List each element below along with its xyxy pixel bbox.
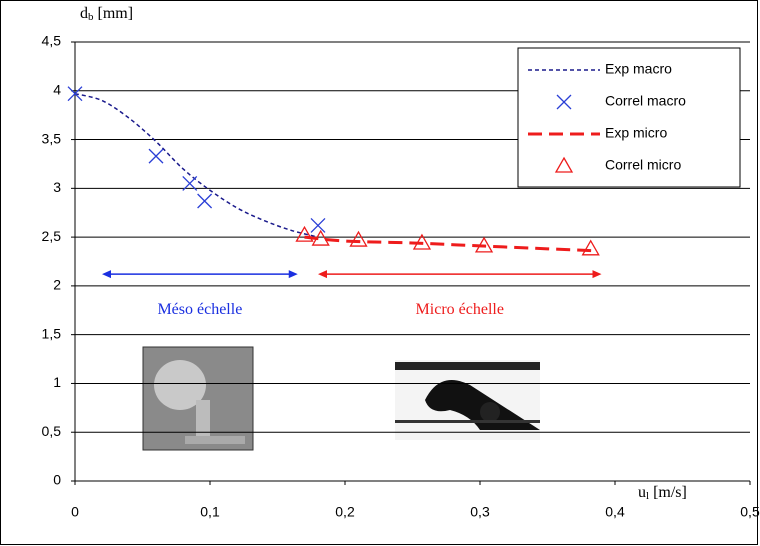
- marker: [412, 233, 432, 250]
- marker: [474, 236, 494, 253]
- x-tick-label: 0,5: [740, 504, 760, 520]
- photo-meso: [142, 346, 254, 451]
- marker: [349, 230, 368, 247]
- marker: [581, 239, 600, 256]
- marker: [197, 193, 213, 209]
- series-line: [304, 235, 595, 253]
- photo-micro: [395, 360, 540, 440]
- marker: [554, 156, 574, 173]
- y-tick-label: 0: [53, 472, 61, 488]
- marker: [295, 225, 314, 242]
- x-tick-label: 0,1: [200, 504, 220, 520]
- series-line: [74, 92, 319, 238]
- legend-label: Correl macro: [605, 93, 686, 109]
- y-tick-label: 4,5: [42, 33, 62, 49]
- legend-box: [517, 47, 741, 188]
- marker: [556, 94, 572, 110]
- x-tick-label: 0: [71, 504, 79, 520]
- legend-label: Correl micro: [605, 157, 681, 173]
- legend: Exp macro Correl macro Exp micro Correl mic…: [517, 47, 741, 188]
- y-tick-label: 3: [53, 179, 61, 195]
- y-tick-label: 1: [53, 374, 61, 390]
- legend-label: Exp micro: [605, 125, 667, 141]
- x-axis-title: ul [m/s]: [638, 484, 687, 502]
- marker: [67, 86, 83, 102]
- y-tick-label: 1,5: [42, 325, 62, 341]
- y-axis-title: db [mm]: [80, 5, 133, 23]
- annotation-text: Micro échelle: [416, 301, 504, 318]
- marker: [311, 229, 330, 246]
- legend-label: Exp macro: [605, 61, 672, 77]
- y-tick-label: 3,5: [42, 130, 62, 146]
- x-tick-label: 0,2: [335, 504, 355, 520]
- y-tick-label: 0,5: [42, 423, 62, 439]
- x-tick-label: 0,3: [470, 504, 490, 520]
- annotation-text: Méso échelle: [157, 301, 242, 318]
- y-tick-label: 4: [53, 81, 61, 97]
- y-tick-label: 2: [53, 277, 61, 293]
- y-tick-label: 2,5: [42, 228, 62, 244]
- marker: [148, 148, 164, 164]
- x-tick-label: 0,4: [605, 504, 625, 520]
- marker: [310, 217, 326, 233]
- marker: [182, 175, 198, 191]
